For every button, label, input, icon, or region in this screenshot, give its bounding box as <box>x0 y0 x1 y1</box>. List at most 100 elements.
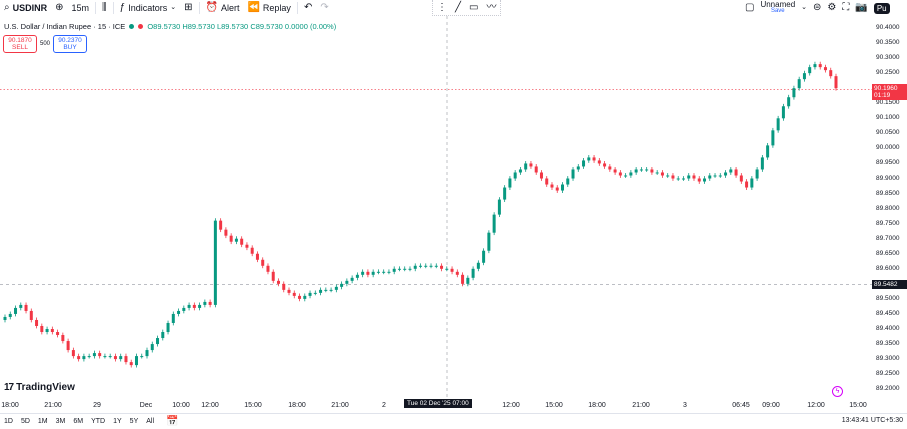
candle-body <box>166 322 170 333</box>
calendar-icon[interactable]: 📅 <box>166 415 179 427</box>
price-axis[interactable]: 90.400090.350090.300090.250090.200090.15… <box>872 16 907 399</box>
time-tick-label: Dec <box>139 402 153 409</box>
candle-body <box>671 175 675 179</box>
time-axis[interactable]: 18:00 21:00 29 Dec 10:00 12:00 15:00 18:00 21:00… <box>0 399 872 413</box>
symbol-search-button[interactable]: ⌕ USDINR <box>0 0 51 16</box>
range-button-6m[interactable]: 6M <box>73 418 84 425</box>
candle-body <box>366 271 370 275</box>
price-tick-label: 90.2500 <box>876 69 900 77</box>
price-tick-label: 90.3500 <box>876 39 900 47</box>
chart-pane[interactable]: U.S. Dollar / Indian Rupee · 15 · ICE O8… <box>0 16 872 399</box>
candle-body <box>524 163 528 170</box>
candle-body <box>645 169 649 171</box>
candle-body <box>3 316 7 320</box>
tradingview-logo[interactable]: 17 TradingView <box>4 382 75 393</box>
candle-body <box>397 268 401 270</box>
price-tick-label: 90.0000 <box>876 144 900 152</box>
candle-body <box>471 268 475 278</box>
candle-body <box>203 301 207 305</box>
indicators-button[interactable]: ƒ Indicators ⌄ <box>116 0 180 16</box>
trade-buttons: 90.1870 SELL 500 90.2370 BUY <box>3 35 88 53</box>
time-tick-label: 15:00 <box>849 402 867 409</box>
publish-button[interactable]: Pu <box>873 2 890 14</box>
legend-title: U.S. Dollar / Indian Rupee · 15 · ICE <box>4 22 126 31</box>
compare-button[interactable]: ⊕ <box>51 0 67 16</box>
range-button-3m[interactable]: 3M <box>55 418 66 425</box>
candle-body <box>461 274 465 284</box>
candle-body <box>639 169 643 171</box>
candle-body <box>340 283 344 287</box>
alert-label: Alert <box>220 3 240 13</box>
candle-body <box>660 172 664 176</box>
candle-body <box>92 353 96 357</box>
time-tick-label: 12:00 <box>807 402 825 409</box>
divider <box>112 2 114 14</box>
price-chart[interactable] <box>0 16 872 399</box>
clock[interactable]: 13:43:41 UTC+5:30 <box>841 417 903 424</box>
candle-body <box>345 280 349 284</box>
price-tick-label: 90.1500 <box>876 99 900 107</box>
brush-icon[interactable]: 〰 <box>486 1 497 13</box>
camera-icon[interactable]: 📷 <box>855 2 868 13</box>
candle-body <box>108 356 112 358</box>
candle-body <box>745 181 749 188</box>
layout-name: Unnamed <box>760 0 796 9</box>
candle-body <box>282 283 286 290</box>
range-button-1m[interactable]: 1M <box>37 418 48 425</box>
candle-body <box>134 356 138 366</box>
chevron-down-icon[interactable]: ⌄ <box>801 4 808 11</box>
price-tick-label: 90.1000 <box>876 114 900 122</box>
candle-body <box>403 268 407 270</box>
range-button-5y[interactable]: 5Y <box>129 418 139 425</box>
spread-value: 500 <box>40 41 51 47</box>
layout-icon[interactable]: ▢ <box>745 2 755 13</box>
fullscreen-icon[interactable]: ⛶ <box>842 2 850 13</box>
candle-body <box>24 304 28 311</box>
lightning-icon[interactable]: ϟ <box>832 386 843 397</box>
alert-button[interactable]: ⏰ Alert <box>202 0 244 16</box>
price-tick-label: 90.3000 <box>876 54 900 62</box>
sell-button[interactable]: 90.1870 SELL <box>3 35 37 53</box>
candle-body <box>392 268 396 272</box>
layout-name-button[interactable]: Unnamed Save <box>760 1 795 15</box>
interval-button[interactable]: 15m <box>68 0 94 16</box>
range-button-all[interactable]: All <box>146 418 155 425</box>
buy-label: BUY <box>63 44 77 51</box>
time-tick-label: 18:00 <box>1 402 19 409</box>
time-tick-label: 15:00 <box>545 402 563 409</box>
candle-body <box>534 166 538 173</box>
quick-search-icon[interactable]: ⊜ <box>813 2 822 13</box>
candle-body <box>376 271 380 273</box>
candle-body <box>476 262 480 269</box>
candle-body <box>298 295 302 299</box>
rectangle-icon[interactable]: ▭ <box>469 1 479 13</box>
price-tick-label: 89.3500 <box>876 340 900 348</box>
candle-body <box>276 280 280 284</box>
candle-body <box>518 169 522 173</box>
candle-body <box>503 187 507 200</box>
replay-button[interactable]: ⏪ Replay <box>243 0 294 16</box>
range-button-ytd[interactable]: YTD <box>91 418 106 425</box>
templates-button[interactable]: ⊞ <box>180 0 196 16</box>
range-button-1y[interactable]: 1Y <box>113 418 122 425</box>
interval-label: 15m <box>71 3 90 13</box>
trend-line-icon[interactable]: ╱ <box>455 1 462 13</box>
divider <box>296 2 298 14</box>
price-tick-label: 90.0500 <box>876 129 900 137</box>
templates-icon: ⊞ <box>184 2 193 13</box>
buy-button[interactable]: 90.2370 BUY <box>53 35 88 53</box>
settings-icon[interactable]: ⚙ <box>827 2 837 13</box>
candle-body <box>734 169 738 176</box>
candle-body <box>56 332 60 336</box>
redo-button[interactable]: ↷ <box>316 0 332 16</box>
range-button-5d[interactable]: 5D <box>20 418 30 425</box>
range-button-1d[interactable]: 1D <box>4 418 13 425</box>
cursor-icon[interactable]: ⋮ <box>437 1 447 13</box>
undo-button[interactable]: ↶ <box>300 0 316 16</box>
price-tick-label: 89.5000 <box>876 294 900 302</box>
candle-body <box>587 157 591 161</box>
chart-type-button[interactable]: ⫼ <box>98 0 111 16</box>
candle-body <box>319 289 323 293</box>
candle-body <box>650 169 654 173</box>
candle-body <box>140 356 144 358</box>
